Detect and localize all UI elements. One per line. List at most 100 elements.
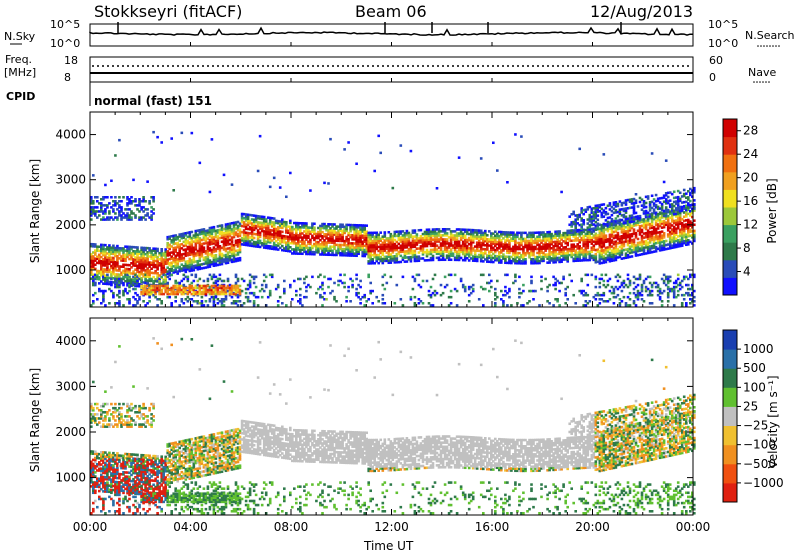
power-cell	[588, 213, 592, 217]
power-cell	[299, 236, 302, 239]
power-cell	[150, 218, 153, 221]
power-cell	[218, 257, 222, 260]
power-cell	[608, 260, 612, 263]
power-cell	[90, 277, 93, 280]
power-cell	[106, 270, 109, 274]
power-cell	[232, 260, 236, 263]
power-cell	[226, 255, 230, 258]
power-cell	[475, 237, 479, 240]
power-cell	[152, 259, 155, 263]
power-cell	[208, 265, 212, 268]
power-cell	[345, 300, 348, 303]
power-cell	[586, 230, 590, 233]
nave-dot	[222, 65, 224, 67]
power-cell	[176, 266, 180, 269]
power-cell	[393, 259, 397, 262]
nave-dot	[267, 65, 269, 67]
power-cell	[624, 201, 628, 204]
nave-dot	[197, 65, 199, 67]
power-cell	[162, 262, 166, 265]
power-cell	[146, 255, 149, 258]
power-cell	[140, 260, 143, 264]
power-cell	[301, 248, 304, 252]
power-cell	[178, 245, 182, 249]
power-cell	[295, 248, 298, 251]
power-cell	[488, 289, 491, 293]
nave-dot	[182, 65, 184, 67]
power-cell	[244, 225, 248, 228]
power-cell	[490, 234, 493, 237]
power-cell	[120, 279, 123, 283]
power-cell	[224, 292, 228, 296]
power-cell	[439, 246, 443, 249]
power-cell	[230, 240, 234, 243]
power-cell	[457, 242, 461, 245]
power-cell	[108, 302, 111, 305]
power-cell	[132, 260, 135, 263]
power-cell	[532, 241, 535, 245]
power-cell	[498, 234, 501, 238]
power-cell	[461, 228, 465, 231]
power-cell	[327, 223, 330, 226]
power-cell	[528, 241, 531, 245]
power-cell	[305, 275, 308, 279]
nave-dot	[202, 65, 204, 67]
power-cell	[331, 229, 334, 232]
power-cell	[616, 256, 620, 259]
power-cell	[136, 279, 139, 283]
power-cell	[578, 251, 582, 254]
power-cell	[439, 254, 443, 258]
power-cell	[395, 248, 399, 252]
power-cell	[624, 230, 628, 233]
power-cell	[244, 235, 248, 239]
power-cell	[138, 202, 141, 205]
power-cell	[602, 234, 606, 238]
power-cell	[222, 304, 226, 307]
power-cell	[359, 236, 362, 239]
power-cell	[124, 273, 127, 277]
power-cell	[136, 208, 139, 211]
power-cell	[128, 302, 131, 305]
nave-dot	[567, 65, 569, 67]
power-cell	[278, 232, 282, 235]
power-cell	[387, 247, 391, 250]
power-cell	[451, 230, 455, 233]
power-cell	[369, 231, 373, 235]
power-cell	[391, 238, 395, 242]
power-cell	[250, 244, 254, 248]
power-cell	[106, 218, 109, 221]
power-cell	[198, 251, 202, 254]
power-cell	[556, 244, 559, 248]
power-cell	[602, 153, 606, 156]
power-cell	[303, 236, 306, 239]
power-cell	[268, 220, 272, 224]
power-cell	[457, 258, 461, 262]
power-cell	[309, 242, 312, 246]
nave-dot	[492, 65, 494, 67]
power-cell	[156, 247, 159, 251]
power-cell	[142, 290, 145, 294]
power-cell	[425, 279, 429, 283]
power-cell	[287, 241, 290, 245]
power-cell	[228, 286, 232, 290]
power-cell	[112, 277, 115, 280]
power-cell	[264, 240, 268, 244]
power-cell	[313, 222, 316, 226]
power-cell	[323, 243, 326, 246]
power-cell	[262, 221, 266, 225]
power-cell	[514, 247, 517, 251]
power-cell	[417, 298, 421, 301]
nave-dot	[377, 65, 379, 67]
power-cell	[331, 249, 334, 253]
power-cell	[477, 239, 481, 243]
power-cell	[530, 281, 533, 285]
power-cell	[100, 251, 103, 255]
power-cell	[190, 242, 194, 246]
power-cell	[116, 218, 119, 221]
power-cell	[252, 214, 256, 217]
power-cell	[226, 233, 230, 236]
power-cell	[502, 245, 505, 248]
power-cell	[260, 215, 264, 219]
power-cell	[596, 236, 600, 239]
power-cell	[146, 284, 149, 288]
